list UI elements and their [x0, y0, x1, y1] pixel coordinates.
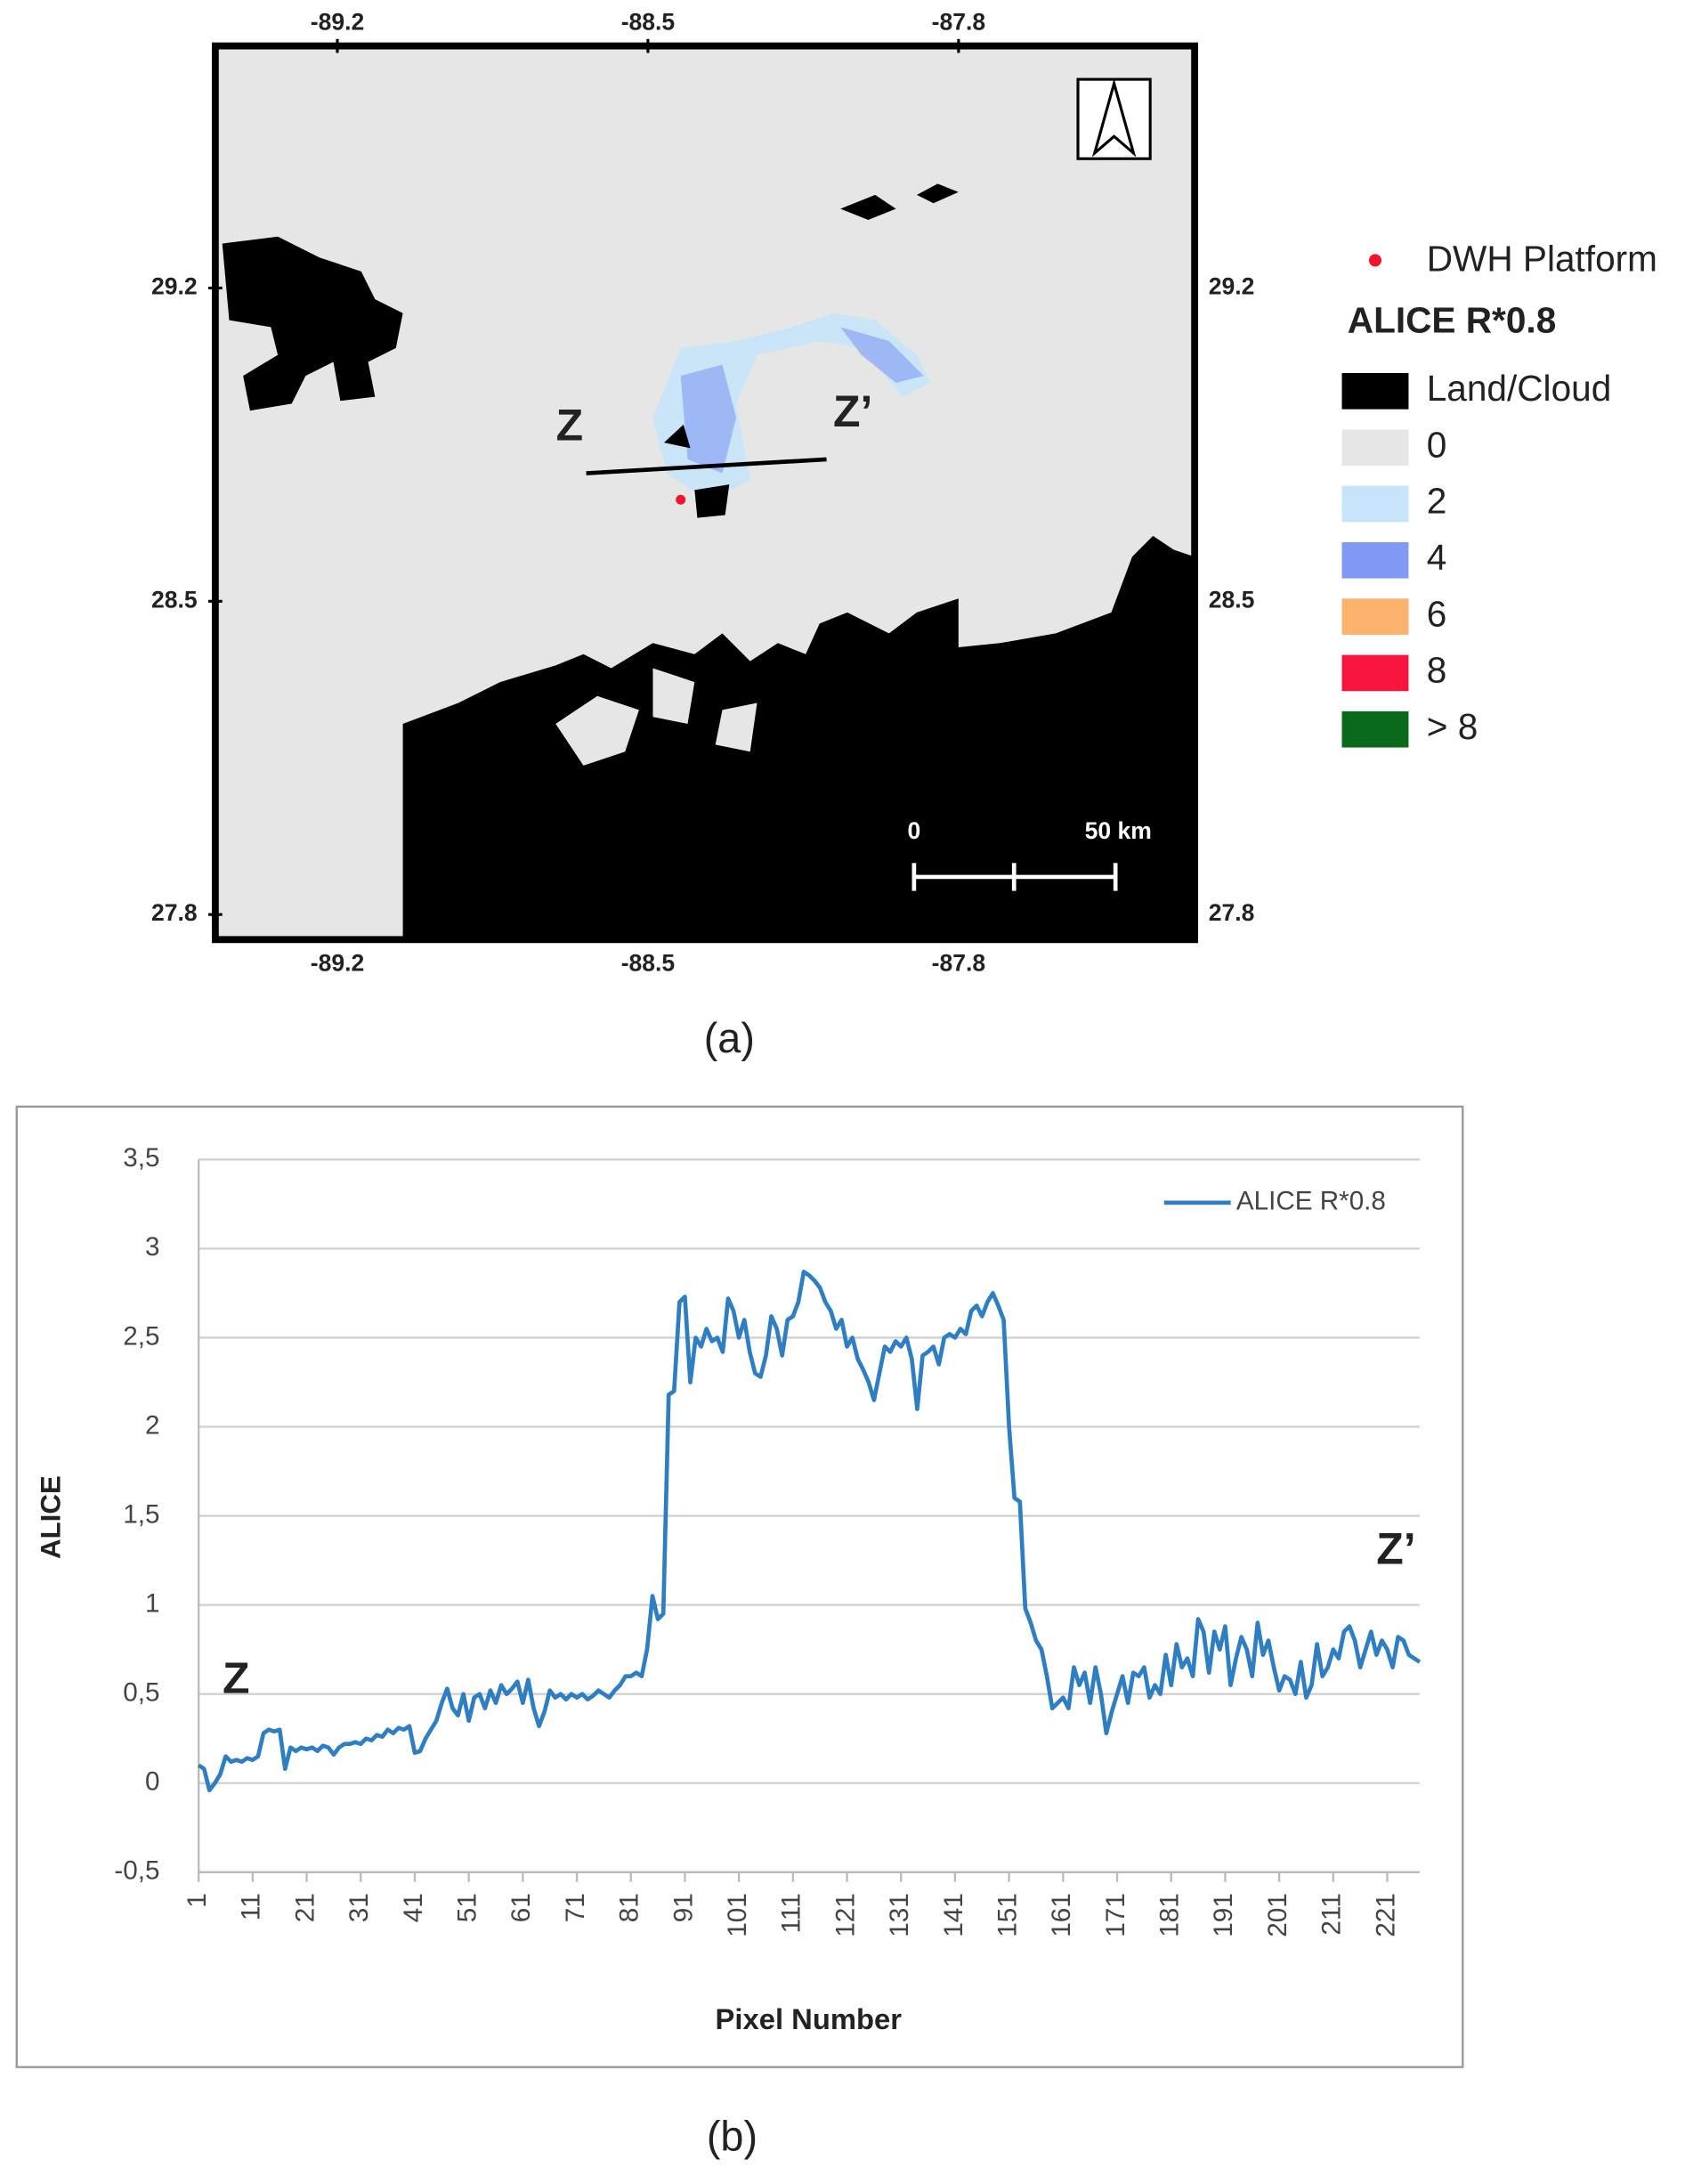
scale-bar: [911, 863, 1118, 891]
x-tick-label: 111: [777, 1893, 806, 1933]
x-tick-label: 101: [723, 1893, 752, 1937]
data-line: [197, 1270, 1422, 1793]
x-tick-label: 81: [615, 1893, 644, 1922]
north-arrow: [1076, 77, 1152, 160]
legend-swatch: [1341, 598, 1409, 635]
annotation: Z’: [1376, 1523, 1415, 1573]
x-tick-label: 141: [939, 1893, 968, 1937]
map: 0 50 km Z Z’: [211, 42, 1199, 944]
legend-title: ALICE R*0.8: [1348, 299, 1556, 340]
cloud: [840, 183, 959, 221]
legend-label: Land/Cloud: [1427, 368, 1612, 409]
x-tick-label: 181: [1155, 1893, 1185, 1937]
x-axis-label: Pixel Number: [716, 2002, 903, 2035]
y-tick-label: 2: [145, 1410, 159, 1440]
scale-start: 0: [907, 817, 920, 844]
y-tick-label: 1,5: [123, 1499, 159, 1529]
legend-swatch: [1341, 429, 1409, 466]
x-tick-label: 71: [561, 1893, 590, 1922]
x-tick-label: 31: [344, 1893, 374, 1922]
land-gap: [555, 668, 757, 766]
x-tick-label: 11: [237, 1893, 266, 1920]
x-tick-label: 121: [830, 1893, 860, 1937]
x-tick-label: 211: [1317, 1893, 1347, 1935]
lon-tick-label: -89.2: [311, 949, 364, 976]
legend-point-label: DWH Platform: [1427, 239, 1657, 280]
land-left: [222, 236, 403, 411]
chart-frame: [15, 1105, 1464, 2068]
legend-point: [1368, 254, 1382, 267]
legend-label: 6: [1427, 593, 1447, 634]
legend-swatch: [1341, 654, 1409, 692]
caption: (a): [704, 1015, 755, 1061]
lon-tick-label: -87.8: [932, 949, 985, 976]
x-tick-label: 51: [453, 1893, 482, 1922]
legend-swatch: [1341, 710, 1409, 748]
x-tick-label: 171: [1101, 1893, 1130, 1937]
legend-swatch: [1341, 485, 1409, 523]
y-axis-label: ALICE: [36, 1475, 67, 1559]
legend-label: > 8: [1427, 706, 1478, 747]
y-tick-label: 0: [145, 1767, 159, 1797]
x-tick-label: 41: [399, 1893, 428, 1922]
y-tick-label: -0,5: [114, 1856, 159, 1886]
x-tick-label: 91: [668, 1893, 698, 1922]
legend-swatch: [1341, 541, 1409, 579]
lon-tick-label: -89.2: [311, 9, 364, 36]
caption: (b): [707, 2113, 757, 2159]
lon-tick-label: -87.8: [932, 9, 985, 36]
x-tick-label: 131: [885, 1893, 914, 1937]
legend-label: ALICE R*0.8: [1236, 1187, 1386, 1216]
lat-tick-label: 29.2: [151, 273, 198, 300]
platform-point: [676, 494, 686, 505]
legend-label: 8: [1427, 650, 1447, 691]
x-tick-label: 151: [992, 1893, 1022, 1937]
x-tick-label: 21: [290, 1893, 320, 1922]
transect-start: Z: [556, 401, 584, 451]
legend-swatch: [1341, 372, 1409, 410]
x-tick-label: 191: [1209, 1893, 1238, 1937]
y-tick-label: 3: [145, 1232, 159, 1262]
legend-label: 4: [1427, 537, 1447, 578]
slick-core: [680, 327, 924, 474]
legend-label: 0: [1427, 424, 1447, 465]
annotation: Z: [223, 1653, 250, 1703]
lat-tick-label: 28.5: [151, 586, 198, 613]
transect-end: Z’: [833, 386, 872, 436]
lat-tick-label: 27.8: [151, 899, 198, 926]
x-tick-label: 221: [1371, 1893, 1400, 1937]
map-legend: DWH Platform ALICE R*0.8 Land/Cloud 0 2 4 6 8…: [1341, 239, 1657, 748]
x-tick-label: 1: [182, 1893, 212, 1908]
y-tick-label: 0,5: [123, 1678, 159, 1708]
lon-tick-label: -88.5: [621, 949, 676, 976]
x-tick-label: 161: [1047, 1893, 1076, 1937]
legend-label: 2: [1427, 481, 1447, 522]
lon-tick-label: -88.5: [621, 9, 676, 36]
lat-tick-label: 28.5: [1209, 586, 1255, 613]
scale-end: 50 km: [1085, 817, 1152, 844]
lat-tick-label: 27.8: [1209, 899, 1255, 926]
lat-tick-label: 29.2: [1209, 273, 1255, 300]
y-tick-label: 3,5: [123, 1143, 159, 1173]
transect: [586, 457, 827, 475]
map-frame: [211, 42, 1199, 944]
cloud-small: [663, 424, 730, 518]
land: [402, 535, 1195, 940]
y-tick-label: 1: [145, 1588, 159, 1618]
x-tick-label: 61: [506, 1893, 536, 1922]
y-tick-label: 2,5: [123, 1321, 159, 1351]
x-tick-label: 201: [1263, 1893, 1292, 1937]
